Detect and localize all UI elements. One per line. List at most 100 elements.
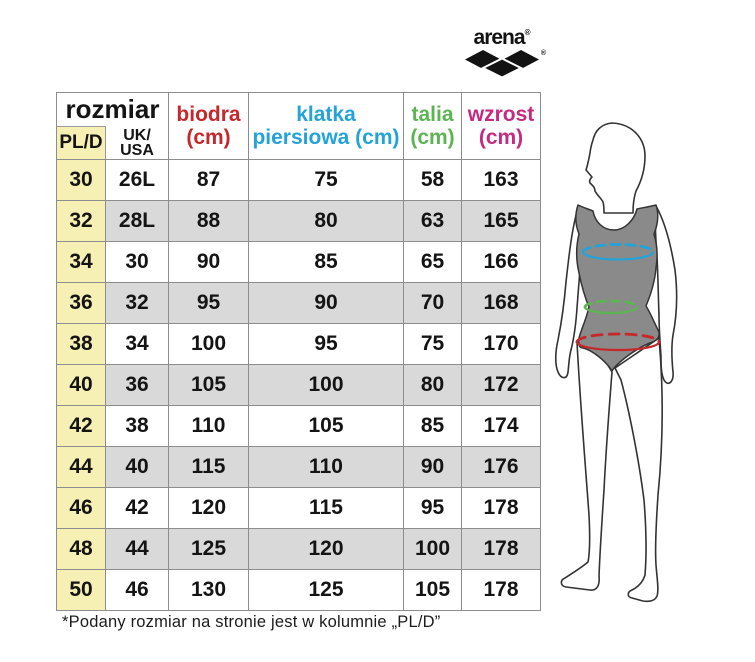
cell-biodra: 87 (168, 159, 249, 201)
cell-biodra: 125 (168, 528, 249, 570)
arena-wordmark: arena® (473, 26, 531, 49)
header-wzrost: wzrost (cm) (461, 92, 541, 160)
cell-wzrost: 165 (461, 200, 541, 242)
footnote: *Podany rozmiar na stronie jest w kolumn… (62, 613, 441, 631)
cell-klatka: 110 (248, 446, 404, 488)
table-row: 30 26L 87 75 58 163 (56, 159, 541, 201)
cell-talia: 105 (403, 569, 462, 611)
cell-talia: 70 (403, 282, 462, 324)
table-row: 44 40 115 110 90 176 (56, 446, 541, 488)
cell-wzrost: 163 (461, 159, 541, 201)
cell-biodra: 100 (168, 323, 249, 365)
cell-talia: 58 (403, 159, 462, 201)
cell-biodra: 105 (168, 364, 249, 406)
arena-logo-mark (465, 50, 539, 79)
cell-biodra: 115 (168, 446, 249, 488)
header-pl-d: PL/D (57, 126, 106, 159)
table-row: 36 32 95 90 70 168 (56, 282, 541, 324)
cell-pl_d: 34 (56, 241, 106, 283)
cell-uk_usa: 28L (105, 200, 169, 242)
cell-klatka: 75 (248, 159, 404, 201)
cell-klatka: 90 (248, 282, 404, 324)
table-row: 46 42 120 115 95 178 (56, 487, 541, 529)
cell-uk_usa: 26L (105, 159, 169, 201)
cell-uk_usa: 40 (105, 446, 169, 488)
cell-biodra: 110 (168, 405, 249, 447)
cell-wzrost: 178 (461, 528, 541, 570)
cell-klatka: 95 (248, 323, 404, 365)
cell-wzrost: 178 (461, 569, 541, 611)
registered-mark: ® (540, 50, 546, 57)
cell-pl_d: 46 (56, 487, 106, 529)
cell-pl_d: 30 (56, 159, 106, 201)
cell-klatka: 80 (248, 200, 404, 242)
cell-talia: 85 (403, 405, 462, 447)
cell-talia: 80 (403, 364, 462, 406)
cell-wzrost: 176 (461, 446, 541, 488)
table-row: 40 36 105 100 80 172 (56, 364, 541, 406)
cell-pl_d: 44 (56, 446, 106, 488)
header-talia: talia (cm) (403, 92, 462, 160)
cell-pl_d: 50 (56, 569, 106, 611)
cell-klatka: 105 (248, 405, 404, 447)
cell-talia: 95 (403, 487, 462, 529)
size-figure-illustration (554, 122, 678, 603)
cell-wzrost: 166 (461, 241, 541, 283)
header-biodra: biodra (cm) (168, 92, 249, 160)
cell-wzrost: 172 (461, 364, 541, 406)
figure-left-leg (560, 341, 613, 591)
size-table-body: 30 26L 87 75 58 163 32 28L 88 80 63 165 34 30 90 85 65 16… (56, 159, 541, 611)
cell-pl_d: 36 (56, 282, 106, 324)
waist-measure-line (583, 299, 639, 315)
table-header-row: rozmiar PL/D UK/ USA biodra (cm) (56, 92, 541, 160)
cell-biodra: 130 (168, 569, 249, 611)
cell-talia: 90 (403, 446, 462, 488)
size-table: rozmiar PL/D UK/ USA biodra (cm) (56, 92, 541, 611)
arena-logo: arena® ® (462, 26, 546, 80)
cell-klatka: 115 (248, 487, 404, 529)
header-rozmiar: rozmiar PL/D UK/ USA (56, 92, 169, 160)
table-row: 32 28L 88 80 63 165 (56, 200, 541, 242)
cell-uk_usa: 36 (105, 364, 169, 406)
cell-biodra: 90 (168, 241, 249, 283)
cell-klatka: 100 (248, 364, 404, 406)
table-row: 42 38 110 105 85 174 (56, 405, 541, 447)
figure-right-leg (614, 337, 664, 603)
cell-uk_usa: 46 (105, 569, 169, 611)
cell-biodra: 95 (168, 282, 249, 324)
cell-pl_d: 42 (56, 405, 106, 447)
cell-talia: 100 (403, 528, 462, 570)
table-row: 48 44 125 120 100 178 (56, 528, 541, 570)
table-row: 34 30 90 85 65 166 (56, 241, 541, 283)
cell-wzrost: 168 (461, 282, 541, 324)
cell-pl_d: 48 (56, 528, 106, 570)
cell-pl_d: 32 (56, 200, 106, 242)
cell-wzrost: 174 (461, 405, 541, 447)
cell-wzrost: 178 (461, 487, 541, 529)
figure-right-arm (654, 205, 678, 384)
cell-uk_usa: 42 (105, 487, 169, 529)
header-klatka-piersiowa: klatka piersiowa (cm) (248, 92, 404, 160)
cell-pl_d: 40 (56, 364, 106, 406)
cell-biodra: 88 (168, 200, 249, 242)
cell-talia: 63 (403, 200, 462, 242)
cell-talia: 75 (403, 323, 462, 365)
table-row: 50 46 130 125 105 178 (56, 569, 541, 611)
hip-measure-line (575, 332, 661, 352)
cell-biodra: 120 (168, 487, 249, 529)
cell-uk_usa: 38 (105, 405, 169, 447)
registered-mark: ® (524, 28, 531, 37)
cell-uk_usa: 34 (105, 323, 169, 365)
chest-measure-line (581, 243, 655, 261)
cell-uk_usa: 32 (105, 282, 169, 324)
cell-klatka: 85 (248, 241, 404, 283)
cell-uk_usa: 30 (105, 241, 169, 283)
figure-head (585, 122, 646, 214)
cell-uk_usa: 44 (105, 528, 169, 570)
cell-wzrost: 170 (461, 323, 541, 365)
cell-klatka: 125 (248, 569, 404, 611)
cell-talia: 65 (403, 241, 462, 283)
header-uk-usa: UK/ USA (120, 126, 154, 159)
table-row: 38 34 100 95 75 170 (56, 323, 541, 365)
